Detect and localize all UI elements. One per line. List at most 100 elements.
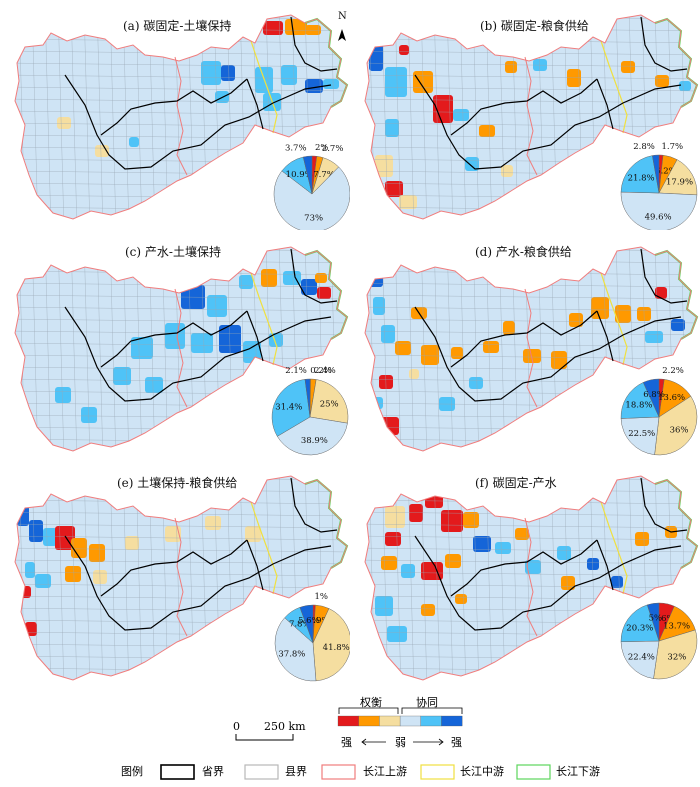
map-panel-d: 2.2% 13.6% 36% 22.5% 18.8% 6.8% (d) 产水-粮食供给: [355, 237, 699, 462]
county-patch: [371, 397, 383, 409]
county-patch: [591, 21, 603, 37]
county-patch: [131, 337, 153, 359]
upper-reach-boundary: [174, 517, 188, 637]
county-patch: [381, 325, 395, 343]
county-patch: [451, 347, 463, 359]
province-boundary: [64, 74, 332, 170]
county-patch: [285, 19, 307, 35]
color-ramp-swatch: [337, 715, 359, 727]
county-patch: [495, 542, 511, 554]
province-boundary: [596, 310, 614, 362]
upper-reach-boundary: [174, 288, 188, 408]
pie-label: 25%: [320, 399, 339, 409]
county-patch: [315, 273, 327, 283]
legend-swatch-lower: [516, 764, 551, 780]
pie-label: 2.1%: [285, 366, 307, 376]
pie-chart: 6.6%13.7% 32% 22.4% 20.3%5%: [620, 602, 698, 680]
pie-label: 49.6%: [645, 213, 672, 223]
pie-label: 7.7%: [313, 170, 335, 180]
county-patch: [425, 490, 443, 508]
pie-chart: 0.2%2.4% 25% 38.9% 31.4% 2.1%: [271, 366, 349, 456]
county-patch: [523, 349, 541, 363]
county-patch: [621, 61, 635, 73]
county-patch: [263, 21, 283, 35]
county-patch: [469, 377, 483, 389]
color-ramp-swatch: [358, 715, 380, 727]
pie-label: 2.2%: [662, 366, 684, 376]
county-patch: [301, 279, 317, 295]
county-patch: [433, 95, 453, 123]
synergy-label: 协同: [416, 695, 438, 709]
pie-label: 38.9%: [301, 436, 328, 446]
county-patch: [245, 526, 261, 542]
province-boundary: [64, 535, 332, 631]
upper-reach-boundary: [524, 56, 538, 176]
county-patch: [455, 594, 467, 604]
pie-label: 13.7%: [663, 621, 690, 631]
basin-outline: [364, 14, 698, 220]
county-patch: [205, 516, 221, 530]
pie-label: 2.4%: [314, 366, 336, 376]
province-boundary: [640, 16, 688, 72]
middle-reach-boundary: [250, 272, 278, 366]
color-ramp: [337, 715, 463, 727]
color-ramp-swatch: [379, 715, 401, 727]
county-patch: [219, 325, 241, 353]
pie-slice: [302, 155, 313, 195]
pie-slice: [654, 395, 698, 456]
pie-label: 2%: [315, 143, 329, 153]
province-boundary: [290, 248, 338, 304]
county-patch: [385, 181, 403, 197]
county-patch: [65, 566, 81, 582]
pie-label: 5.9%: [308, 616, 330, 626]
county-patch: [81, 407, 97, 423]
panel-title-a: (a) 碳固定-土壤保持: [123, 19, 232, 33]
pie-slice: [646, 602, 660, 642]
panel-title-e: (e) 土壤保持-粮食供给: [117, 476, 238, 490]
county-patch: [375, 155, 393, 177]
pie-slice: [274, 617, 317, 682]
upper-reach-boundary: [524, 517, 538, 637]
pie-label: 22.4%: [628, 653, 655, 663]
county-patch: [43, 528, 57, 546]
map-svg-f: 6.6%13.7% 32% 22.4% 20.3%5%: [364, 475, 699, 681]
county-patch: [57, 117, 71, 129]
county-patch: [305, 79, 323, 93]
county-patch: [375, 596, 393, 616]
boundary-legend: 图例 省界 县界 长江上游 长江中游 长江下游: [121, 764, 600, 780]
pie-slice: [653, 629, 698, 680]
scale-bar: 0 250 km: [233, 720, 306, 741]
county-patch: [591, 297, 609, 319]
county-patch: [191, 333, 213, 353]
pie-slice: [312, 608, 350, 682]
pie-label: 6.8%: [643, 390, 665, 400]
legend-label-county: 县界: [285, 765, 307, 778]
county-patch: [281, 65, 297, 85]
county-patch: [525, 560, 541, 574]
pie-slice: [620, 416, 660, 456]
scale-bar-label: 250 km: [264, 720, 306, 733]
strong-left-label: 强: [341, 736, 352, 749]
county-patch: [473, 536, 491, 552]
middle-reach-boundary: [250, 501, 278, 595]
county-patch: [401, 564, 415, 578]
pie-label: 37.8%: [278, 649, 305, 659]
choropleth-patches: [55, 269, 331, 423]
pie-label: 10.9%: [286, 170, 313, 180]
county-patch: [201, 61, 221, 85]
pie-slice: [273, 166, 350, 230]
county-patch: [35, 574, 51, 588]
pie-label: 2.7%: [322, 144, 344, 154]
county-patch: [385, 119, 399, 137]
pie-label: 31.4%: [275, 403, 302, 413]
strong-right-label: 强: [451, 736, 462, 749]
pie-label: 13.6%: [658, 393, 685, 403]
basin-outline: [364, 246, 698, 452]
province-boundary: [640, 248, 688, 304]
pie-slice: [299, 604, 314, 644]
color-ramp-swatch: [441, 715, 463, 727]
county-patch: [409, 504, 423, 522]
pie-slice: [304, 378, 311, 418]
county-patch: [305, 25, 321, 35]
map-svg-b: 1.7% 6.2%17.9% 49.6% 21.8% 2.8%: [364, 14, 699, 230]
